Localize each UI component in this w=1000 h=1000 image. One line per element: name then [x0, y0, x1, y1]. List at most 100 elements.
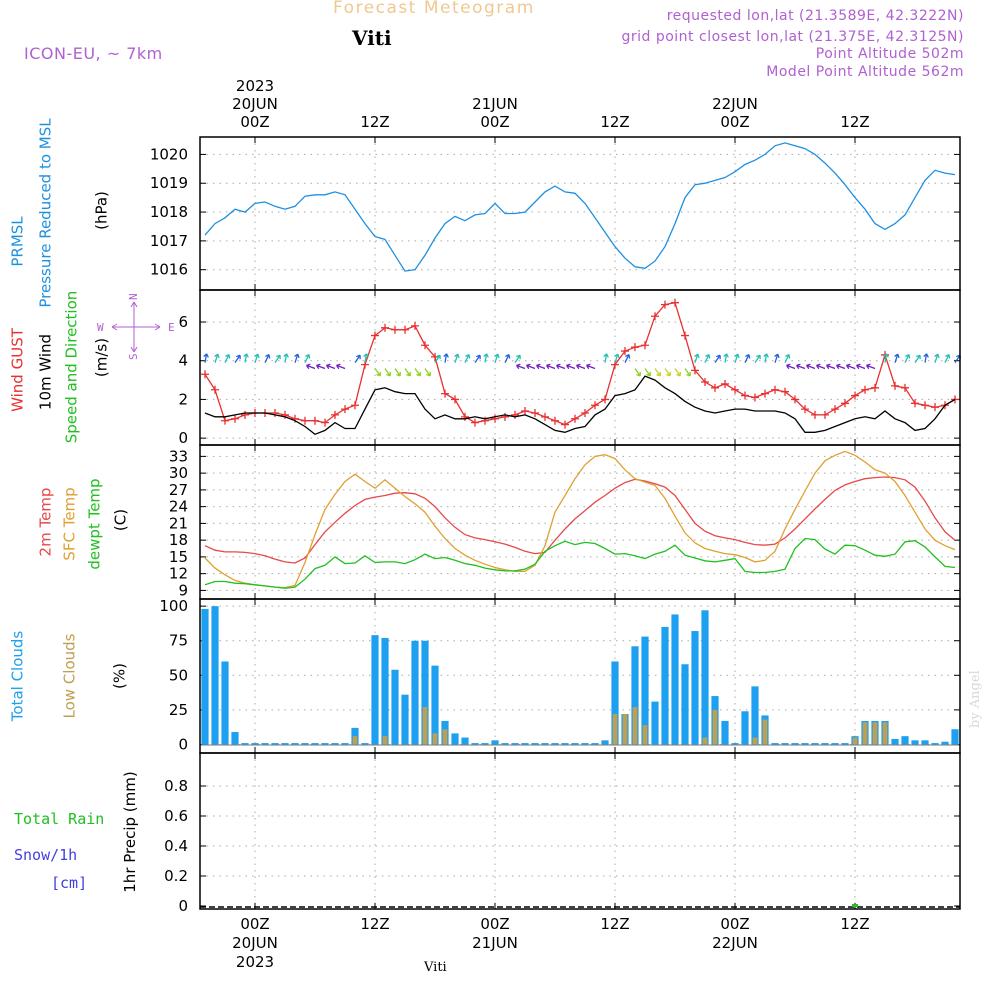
wind-arrow-head	[694, 353, 700, 359]
y-tick-label: 75	[169, 632, 188, 650]
gust-marker	[811, 410, 819, 419]
wind-arrow-head	[214, 353, 220, 359]
rain-bar	[852, 904, 858, 907]
panel-clouds	[199, 598, 961, 754]
wind-arrow-shaft	[536, 364, 546, 370]
low-cloud-bar	[432, 733, 438, 745]
y-tick-label: 0.2	[164, 867, 188, 885]
gust-marker	[821, 410, 829, 419]
low-cloud-bar	[632, 707, 638, 745]
total-cloud-bar	[521, 743, 529, 745]
gust-marker	[231, 414, 239, 423]
wind-arrow-shaft	[214, 353, 219, 363]
wind-arrow-shaft	[546, 364, 556, 370]
wind-arrow-head	[376, 371, 381, 377]
low-cloud-bar	[622, 714, 628, 745]
wind-arrow-head	[796, 363, 801, 370]
total-cloud-bar	[671, 614, 679, 745]
gust-marker	[911, 399, 919, 408]
wind-arrow-head	[734, 353, 740, 359]
compass-east: E	[168, 321, 175, 334]
wind-arrow-shaft	[294, 353, 299, 363]
wind-arrow-shaft	[526, 364, 536, 370]
gust-marker	[411, 321, 419, 330]
y-tick-label: 21	[169, 514, 188, 532]
wind-arrow-head	[546, 363, 551, 370]
wind-arrow-shaft	[494, 353, 499, 363]
total-cloud-bar	[571, 743, 579, 745]
low-cloud-bar	[762, 719, 768, 745]
gust-marker	[551, 416, 559, 425]
panel-precip	[199, 752, 961, 910]
total-cloud-bar	[721, 720, 729, 745]
wind-arrow-head	[806, 363, 811, 370]
wind-arrow-shaft	[884, 353, 888, 363]
bottom-time-label: 21JUN	[472, 934, 518, 952]
total-cloud-bar	[891, 738, 899, 745]
wind-arrow-shaft	[624, 354, 630, 363]
wind-arrow-shaft	[254, 353, 259, 363]
total-cloud-bar	[731, 743, 739, 745]
wind-arrow-head	[625, 353, 631, 359]
y-tick-label: 50	[169, 666, 188, 684]
low-cloud-bar	[642, 725, 648, 745]
wind-arrow-head	[406, 371, 411, 377]
panel-frame	[199, 598, 961, 754]
panel-label: (hPa)	[93, 191, 111, 230]
wind-arrow-shaft	[724, 353, 728, 363]
top-time-label: 21JUN	[472, 95, 518, 113]
total-cloud-bar	[691, 631, 699, 745]
total-cloud-bar	[541, 743, 549, 745]
wind-arrow-head	[905, 353, 911, 359]
wind-arrow-head	[614, 353, 620, 359]
y-tick-label: 9	[178, 581, 188, 599]
total-cloud-bar	[751, 686, 759, 745]
gust-marker	[381, 323, 389, 332]
low-cloud-bar	[862, 722, 868, 745]
low-cloud-bar	[702, 737, 708, 745]
wind-arrow-shaft	[634, 368, 641, 377]
low-cloud-bar	[852, 737, 858, 745]
y-tick-label: 27	[169, 481, 188, 499]
wind-arrow-head	[326, 363, 331, 370]
wind-arrow-shaft	[704, 354, 710, 363]
gust-marker	[651, 312, 659, 321]
wind-arrow-shaft	[284, 353, 288, 363]
wind-arrow-head	[254, 353, 260, 359]
total-cloud-bar	[471, 743, 479, 745]
gust-marker	[441, 389, 449, 398]
gust-marker	[321, 418, 329, 427]
panel-pressure	[199, 136, 961, 291]
series-line-t2m	[204, 476, 956, 564]
gust-marker	[301, 416, 309, 425]
wind-arrow-shaft	[414, 368, 421, 377]
total-cloud-bar	[361, 743, 369, 745]
total-cloud-bar	[431, 665, 439, 745]
wind-arrow-shaft	[326, 364, 336, 370]
wind-arrow-head	[476, 354, 481, 360]
wind-arrow-head	[306, 363, 311, 370]
low-cloud-bar	[352, 736, 358, 745]
wind-arrow-shaft	[846, 364, 856, 370]
gust-marker	[341, 405, 349, 414]
gust-marker	[641, 341, 649, 350]
gust-marker	[241, 410, 249, 419]
panel-frame	[199, 136, 961, 291]
wind-arrow-shaft	[244, 353, 248, 363]
panel-label: Speed and Direction	[63, 291, 81, 444]
y-tick-label: 33	[169, 447, 188, 465]
total-cloud-bar	[201, 608, 209, 745]
gust-marker	[401, 325, 409, 334]
gust-marker	[461, 412, 469, 421]
total-cloud-bar	[451, 733, 459, 745]
wind-arrow-shaft	[644, 368, 651, 377]
footer-location: Viti	[424, 960, 447, 975]
wind-arrow-shaft	[856, 364, 866, 370]
bottom-time-label: 00Z	[720, 915, 749, 933]
wind-arrow-head	[756, 354, 761, 360]
wind-arrow-head	[916, 354, 921, 360]
wind-arrow-shaft	[336, 364, 346, 370]
total-cloud-bar	[311, 743, 319, 745]
wind-arrow-shaft	[764, 353, 768, 363]
wind-arrow-head	[505, 353, 511, 359]
